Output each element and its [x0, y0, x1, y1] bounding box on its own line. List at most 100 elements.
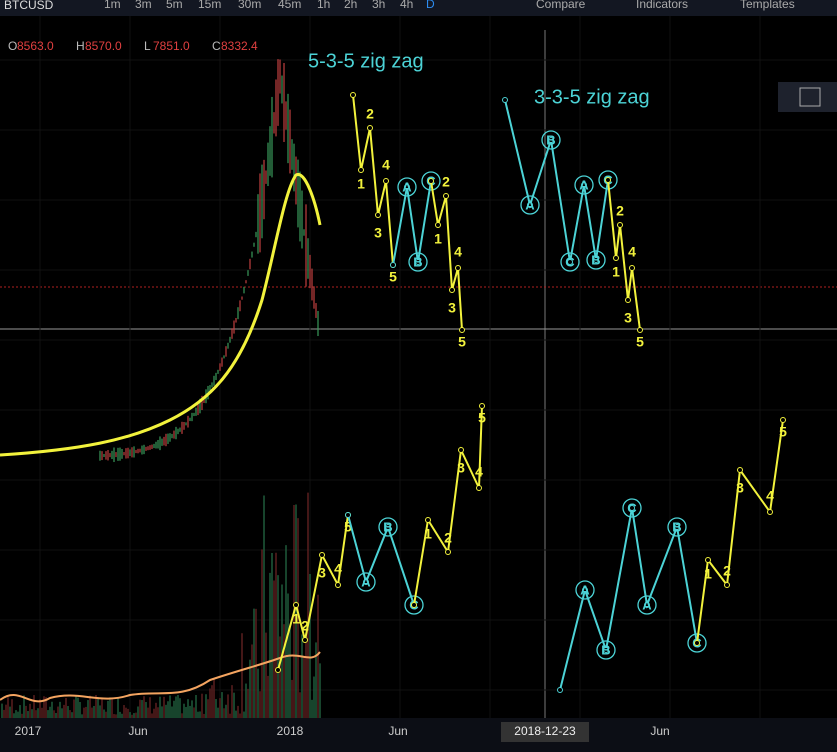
- wave-label: 3: [457, 460, 465, 476]
- wave-line: [347, 514, 415, 606]
- interval-button[interactable]: 3h: [372, 0, 385, 11]
- wave-label: A: [402, 179, 412, 194]
- interval-button[interactable]: 1m: [104, 0, 121, 11]
- wave-point: [435, 222, 441, 228]
- annotation: 5-3-5 zig zag: [308, 50, 424, 72]
- symbol: BTCUSD: [4, 0, 54, 12]
- x-tick-label: Jun: [128, 724, 147, 738]
- wave-label: 5: [478, 410, 486, 426]
- wave-label: 4: [628, 244, 636, 260]
- wave-label: 4: [454, 244, 462, 260]
- wave-point: [629, 505, 635, 511]
- wave-point: [358, 167, 364, 173]
- wave-point: [581, 182, 587, 188]
- wave-label: C: [565, 254, 575, 269]
- wave-label: 4: [475, 464, 483, 480]
- wave-line: [413, 405, 483, 606]
- tool-icon[interactable]: [799, 87, 821, 107]
- wave-point: [625, 297, 631, 303]
- wave-point: [345, 512, 351, 518]
- wave-point: [637, 327, 643, 333]
- toolbar-button[interactable]: Templates: [740, 0, 795, 11]
- wave-label: A: [361, 574, 371, 589]
- interval-button[interactable]: 45m: [278, 0, 301, 11]
- wave-point: [390, 262, 396, 268]
- wave-point: [629, 265, 635, 271]
- wave-label: 2: [616, 203, 624, 219]
- interval-button[interactable]: 4h: [400, 0, 413, 11]
- wave-point: [335, 582, 341, 588]
- time-axis: [0, 718, 837, 752]
- wave-point: [527, 202, 533, 208]
- wave-line: [607, 179, 641, 331]
- label-ring: [667, 517, 687, 537]
- legend-key: H: [76, 39, 85, 53]
- label-ring: [520, 195, 540, 215]
- wave-label: 2: [723, 563, 731, 579]
- label-ring: [596, 640, 616, 660]
- wave-point: [502, 97, 508, 103]
- wave-point: [582, 587, 588, 593]
- label-ring: [574, 175, 594, 195]
- toolbar-button[interactable]: Indicators: [636, 0, 688, 11]
- interval-button[interactable]: 5m: [166, 0, 183, 11]
- wave-label: 2: [301, 618, 309, 634]
- label-ring: [622, 498, 642, 518]
- crosshair-label-bg: [501, 722, 589, 742]
- wave-label: 1: [357, 176, 365, 192]
- wave-point: [705, 557, 711, 563]
- wave-point: [737, 467, 743, 473]
- wave-point: [319, 552, 325, 558]
- legend-value: 7851.0: [153, 39, 190, 53]
- wave-label: 1: [704, 566, 712, 582]
- wave-label: 5: [636, 334, 644, 350]
- volume-average: [0, 651, 321, 703]
- wave-line: [392, 180, 432, 266]
- x-tick-label: Jun: [388, 724, 407, 738]
- toolbar-button[interactable]: Compare: [536, 0, 586, 11]
- interval-button[interactable]: 3m: [135, 0, 152, 11]
- interval-button[interactable]: 1h: [317, 0, 330, 11]
- legend-key: C: [212, 39, 221, 53]
- wave-point: [479, 403, 485, 409]
- wave-point: [350, 92, 356, 98]
- wave-label: A: [525, 197, 535, 212]
- crosshair-label: 2018-12-23: [514, 724, 576, 738]
- label-ring: [586, 250, 606, 270]
- wave-label: 3: [374, 225, 382, 241]
- interval-button[interactable]: 15m: [198, 0, 221, 11]
- wave-point: [605, 177, 611, 183]
- wave-label: 5: [344, 519, 352, 535]
- wave-label: B: [413, 254, 422, 269]
- wave-point: [780, 417, 786, 423]
- wave-label: 5: [779, 424, 787, 440]
- wave-label: 1: [612, 264, 620, 280]
- interval-button[interactable]: D: [426, 0, 435, 11]
- wave-point: [724, 582, 730, 588]
- wave-label: 4: [382, 157, 390, 173]
- label-ring: [421, 171, 441, 191]
- label-ring: [575, 580, 595, 600]
- legend-value: 8563.0: [17, 39, 54, 53]
- wave-point: [644, 602, 650, 608]
- wave-label: B: [383, 519, 392, 534]
- drawing-toolbar[interactable]: [778, 82, 837, 112]
- wave-label: 2: [366, 106, 374, 122]
- wave-point: [385, 524, 391, 530]
- wave-point: [293, 602, 299, 608]
- interval-button[interactable]: 30m: [238, 0, 261, 11]
- wave-label: 1: [434, 231, 442, 247]
- wave-label: A: [642, 597, 652, 612]
- legend-value: 8570.0: [85, 39, 122, 53]
- label-ring: [541, 130, 561, 150]
- legend-value: 8332.4: [221, 39, 258, 53]
- wave-point: [411, 602, 417, 608]
- label-ring: [356, 572, 376, 592]
- interval-button[interactable]: 2h: [344, 0, 357, 11]
- wave-label: 1: [292, 611, 300, 627]
- wave-point: [428, 178, 434, 184]
- label-ring: [404, 595, 424, 615]
- wave-point: [613, 255, 619, 261]
